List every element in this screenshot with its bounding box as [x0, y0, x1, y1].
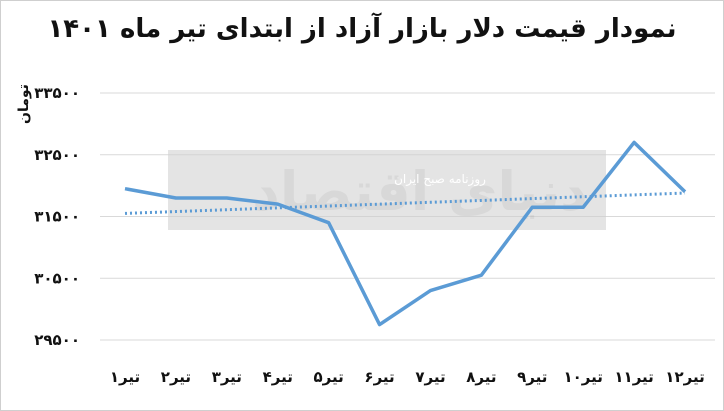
y-tick-label: ۳۰۵۰۰ [34, 269, 80, 287]
x-tick-label: تیر۱۰ [563, 368, 602, 386]
x-tick-label: تیر۱۱ [614, 368, 653, 386]
y-tick-label: ۳۳۵۰۰ [34, 84, 80, 102]
x-tick-label: تیر۲ [161, 368, 191, 386]
trendline-dotted [124, 191, 686, 215]
watermark-band [168, 150, 606, 230]
y-tick-label: ۳۱۵۰۰ [34, 208, 80, 226]
y-axis-ticks: ۳۳۵۰۰ ۳۲۵۰۰ ۳۱۵۰۰ ۳۰۵۰۰ ۲۹۵۰۰ [34, 84, 80, 349]
x-axis-ticks: تیر۱ تیر۲ تیر۳ تیر۴ تیر۵ تیر۶ تیر۷ تیر۸ تیر۹ تیر۱… [110, 368, 705, 386]
x-tick-label: تیر۶ [364, 368, 394, 386]
watermark-logo-text: دنیای اقتصاد [252, 160, 588, 223]
x-tick-label: تیر۳ [212, 368, 242, 386]
x-tick-label: تیر۹ [517, 368, 547, 386]
y-tick-label: ۳۲۵۰۰ [34, 146, 80, 164]
watermark-subtext: روزنامه صبح ایران [394, 172, 486, 187]
x-tick-label: تیر۸ [466, 368, 496, 386]
y-tick-label: ۲۹۵۰۰ [34, 331, 80, 349]
chart-title: نمودار قیمت دلار بازار آزاد از ابتدای تی… [47, 14, 677, 44]
x-tick-label: تیر۴ [263, 368, 293, 386]
x-tick-label: تیر۵ [314, 368, 344, 386]
x-tick-label: تیر۱ [110, 368, 140, 386]
watermark: دنیای اقتصاد روزنامه صبح ایران [168, 150, 606, 230]
series-lines [124, 140, 687, 327]
x-tick-label: تیر۱۲ [665, 368, 704, 386]
x-tick-label: تیر۷ [415, 368, 445, 386]
